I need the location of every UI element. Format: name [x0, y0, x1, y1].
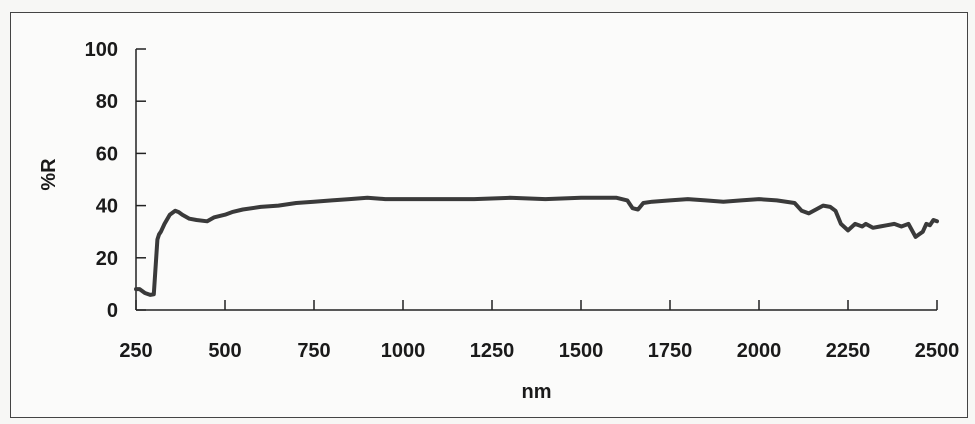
y-tick-label: 0 [107, 300, 118, 322]
x-tick-label: 1750 [648, 340, 693, 362]
x-tick-label: 250 [119, 340, 152, 362]
series-line [134, 195, 939, 297]
x-tick-label: 2500 [915, 340, 960, 362]
x-tick-label: 1500 [559, 340, 604, 362]
y-tick-label: 40 [96, 196, 118, 218]
x-axis-title: nm [522, 381, 552, 403]
x-tick-label: 1250 [470, 340, 515, 362]
y-tick-label: 100 [85, 39, 118, 61]
x-tick-label: 2000 [737, 340, 782, 362]
x-tick-label: 2250 [826, 340, 871, 362]
labels-layer: 0 20 40 60 80 100 250 500 750 1000 1250 1500 1750 200… [38, 39, 959, 403]
series-layer [134, 195, 939, 297]
x-tick-label: 1000 [381, 340, 426, 362]
y-axis-title: %R [38, 158, 60, 191]
axes-layer [135, 48, 938, 311]
x-tick-label: 500 [208, 340, 241, 362]
x-tick-label: 750 [297, 340, 330, 362]
y-tick-label: 80 [96, 91, 118, 113]
y-tick-label: 60 [96, 143, 118, 165]
y-tick-label: 20 [96, 248, 118, 270]
